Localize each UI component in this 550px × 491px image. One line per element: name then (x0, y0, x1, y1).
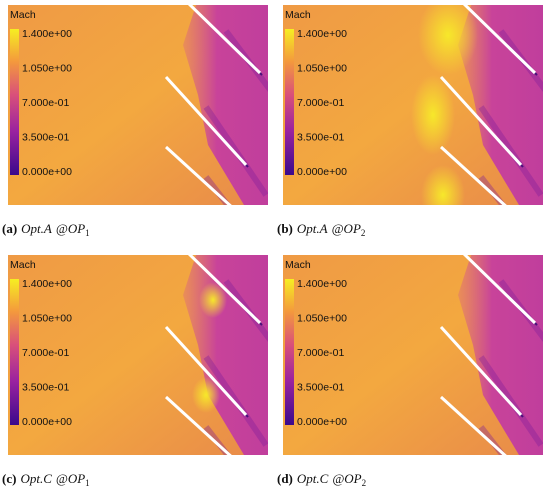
blade (164, 75, 248, 167)
caption: (d) Opt.C @OP2 (277, 471, 366, 488)
colorbar-tick-label: 0.000e+00 (22, 166, 72, 178)
colorbar-tick-label: 7.000e-01 (297, 347, 344, 359)
blade (164, 145, 232, 205)
colorbar-tick-label: 0.000e+00 (22, 416, 72, 428)
colorbar-tick-label: 1.400e+00 (22, 278, 72, 290)
contour-field (8, 5, 268, 205)
caption: (c) Opt.C @OP1 (2, 471, 90, 488)
colorbar (10, 279, 19, 425)
high-speed-region (421, 165, 465, 205)
colorbar-tick-label: 7.000e-01 (297, 97, 344, 109)
low-speed-region (458, 5, 543, 205)
contour-field (283, 5, 543, 205)
caption-name: Opt.A (297, 221, 328, 236)
panel: Mach 1.400e+00 1.050e+00 7.000e-01 3.500e-01… (2, 255, 268, 488)
blade (462, 255, 537, 325)
wake (478, 425, 507, 455)
colorbar-tick-label: 3.500e-01 (297, 132, 344, 144)
blade (187, 255, 262, 325)
colorbar (10, 29, 19, 175)
colorbar-title: Mach (285, 9, 311, 21)
colorbar-tick-label: 7.000e-01 (22, 347, 69, 359)
caption-letter: (d) (277, 471, 293, 486)
colorbar-tick-label: 1.050e+00 (22, 313, 72, 325)
colorbar-tick-label: 3.500e-01 (22, 132, 69, 144)
wake (478, 105, 543, 197)
colorbar (285, 279, 294, 425)
colorbar-tick-label: 1.400e+00 (297, 28, 347, 40)
caption-op: @OP (332, 221, 361, 236)
caption-sub: 1 (85, 478, 90, 488)
colorbar-tick-label: 7.000e-01 (22, 97, 69, 109)
panel: Mach 1.400e+00 1.050e+00 7.000e-01 3.500e-01… (277, 5, 543, 238)
high-speed-region (411, 75, 455, 155)
blade (439, 325, 523, 417)
wake (203, 175, 232, 205)
caption-sub: 1 (85, 228, 90, 238)
blade (439, 75, 523, 167)
high-speed-region (199, 282, 227, 318)
colorbar (285, 29, 294, 175)
caption: (b) Opt.A @OP2 (277, 221, 365, 238)
caption-name: Opt.C (20, 471, 52, 486)
high-speed-region (418, 5, 478, 75)
low-speed-region (183, 5, 268, 205)
blade (439, 395, 507, 455)
wake (478, 355, 543, 447)
colorbar-tick-label: 1.050e+00 (297, 313, 347, 325)
colorbar-tick-label: 1.400e+00 (297, 278, 347, 290)
caption: (a) Opt.A @OP1 (2, 221, 90, 238)
caption-op: @OP (56, 471, 85, 486)
wake (203, 425, 232, 455)
colorbar-tick-label: 3.500e-01 (22, 382, 69, 394)
contour-field (8, 255, 268, 455)
blade (462, 5, 537, 75)
wake (478, 175, 507, 205)
caption-letter: (a) (2, 221, 17, 236)
caption-sub: 2 (362, 478, 367, 488)
caption-letter: (c) (2, 471, 16, 486)
high-speed-region (192, 377, 220, 413)
colorbar-tick-label: 3.500e-01 (297, 382, 344, 394)
caption-name: Opt.C (297, 471, 329, 486)
colorbar-tick-label: 0.000e+00 (297, 416, 347, 428)
caption-letter: (b) (277, 221, 293, 236)
colorbar-tick-label: 1.050e+00 (22, 63, 72, 75)
colorbar-title: Mach (10, 259, 36, 271)
caption-sub: 2 (361, 228, 366, 238)
blade (187, 5, 262, 75)
wake (203, 105, 268, 197)
contour-field (283, 255, 543, 455)
low-speed-region (458, 255, 543, 455)
colorbar-tick-label: 1.050e+00 (297, 63, 347, 75)
panel: Mach 1.400e+00 1.050e+00 7.000e-01 3.500e-01… (2, 5, 268, 238)
colorbar-title: Mach (285, 259, 311, 271)
blade (439, 145, 507, 205)
panel: Mach 1.400e+00 1.050e+00 7.000e-01 3.500e-01… (277, 255, 543, 488)
colorbar-tick-label: 1.400e+00 (22, 28, 72, 40)
blade (164, 395, 232, 455)
wake (203, 355, 268, 447)
caption-op: @OP (332, 471, 361, 486)
colorbar-tick-label: 0.000e+00 (297, 166, 347, 178)
colorbar-title: Mach (10, 9, 36, 21)
caption-op: @OP (56, 221, 85, 236)
caption-name: Opt.A (21, 221, 52, 236)
blade (164, 325, 248, 417)
